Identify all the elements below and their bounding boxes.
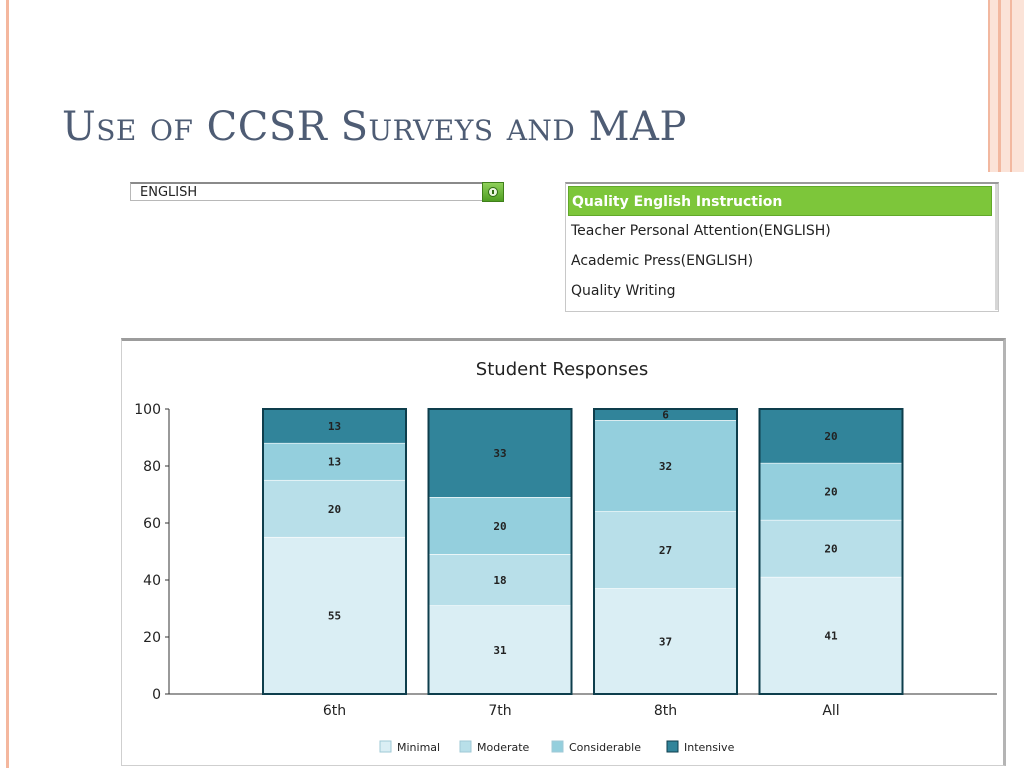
y-tick-label-60: 60 [143,516,161,532]
bar-outline-6th [262,408,407,695]
data-label-8th-moderate: 27 [659,544,672,557]
data-label-6th-moderate: 20 [328,503,341,516]
data-label-all-considerable: 20 [824,486,837,499]
legend-swatch-minimal [379,740,392,753]
x-tick-label-8th: 8th [654,703,677,719]
bar-outline-8th [593,408,738,695]
bar-8th-considerable [593,420,738,512]
measure-item-quality-writing[interactable]: Quality Writing [571,283,676,299]
y-tick-label-20: 20 [143,630,161,646]
bar-8th-minimal [593,588,738,695]
list-scrollbar[interactable] [995,184,998,310]
legend-label-intensive: Intensive [684,741,735,754]
chart-panel: Student Responses 0 20 40 60 80 100 55 20 13 13 6th… [121,338,1006,766]
bar-7th-moderate [428,554,572,606]
data-label-7th-minimal: 31 [493,644,507,657]
student-responses-chart: Student Responses 0 20 40 60 80 100 55 20 13 13 6th… [134,359,997,754]
data-label-all-moderate: 20 [824,543,837,556]
legend-swatch-intensive [666,740,679,753]
info-circle-icon [488,187,498,197]
bar-all-considerable [759,462,903,521]
data-label-8th-minimal: 37 [659,635,672,648]
bar-all-intensive [759,408,903,464]
data-label-7th-intensive: 33 [493,447,506,460]
left-accent-rule [6,0,9,768]
legend-label-minimal: Minimal [397,741,440,754]
y-tick-label-80: 80 [143,459,161,475]
data-label-7th-considerable: 20 [493,520,506,533]
x-tick-label-7th: 7th [488,703,511,719]
data-label-all-intensive: 20 [824,430,837,443]
bar-8th-moderate [593,511,738,589]
slide-title: Use of CCSR Surveys and MAP [62,104,687,150]
dropdown-toggle-button[interactable] [482,182,504,202]
bar-outline-all [758,408,904,695]
data-label-6th-intensive: 13 [328,420,341,433]
measure-item-teacher-personal-attention[interactable]: Teacher Personal Attention(ENGLISH) [571,223,831,239]
bar-7th-intensive [428,408,572,498]
y-tick-label-100: 100 [134,402,161,418]
legend-swatch-moderate [459,740,472,753]
subject-dropdown[interactable]: ENGLISH [130,182,504,202]
data-label-8th-considerable: 32 [659,460,672,473]
bar-6th-considerable [262,442,407,481]
legend-label-moderate: Moderate [477,741,530,754]
data-label-7th-moderate: 18 [493,574,506,587]
chart-title: Student Responses [476,359,648,380]
y-tick-label-0: 0 [152,687,161,703]
x-tick-label-all: All [822,703,839,719]
y-tick-label-40: 40 [143,573,161,589]
legend-label-considerable: Considerable [569,741,641,754]
bar-all-minimal [759,576,903,695]
measure-list[interactable]: Quality English Instruction Teacher Pers… [565,182,999,312]
measure-item-quality-english-instruction[interactable]: Quality English Instruction [568,186,992,216]
corner-decoration [988,0,1024,172]
data-label-all-minimal: 41 [824,630,838,643]
data-label-6th-considerable: 13 [328,456,341,469]
x-tick-label-6th: 6th [323,703,346,719]
bar-all-moderate [759,519,903,578]
legend-swatch-considerable [551,740,564,753]
bar-outline-7th [427,408,573,695]
data-label-6th-minimal: 55 [328,610,341,623]
bar-6th-moderate [262,479,407,538]
measure-item-academic-press[interactable]: Academic Press(ENGLISH) [571,253,754,269]
subject-dropdown-value: ENGLISH [140,185,198,200]
data-label-8th-intensive: 6 [662,409,669,422]
